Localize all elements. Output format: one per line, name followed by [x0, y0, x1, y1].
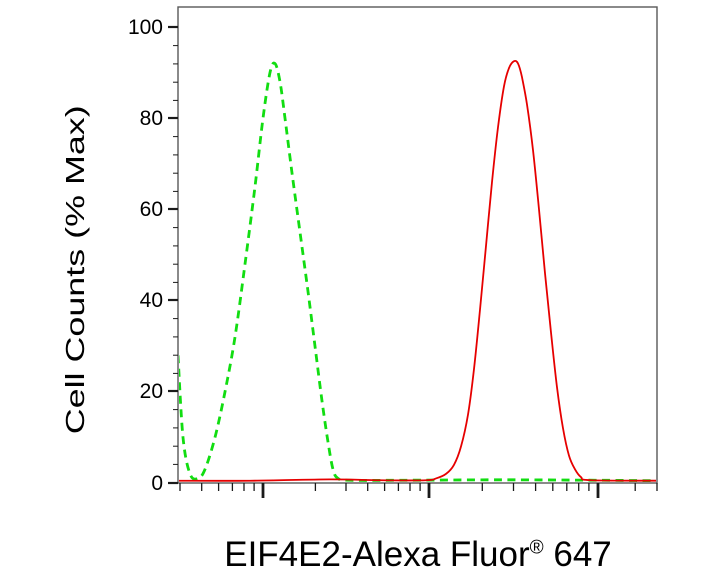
svg-text:60: 60 — [140, 198, 163, 221]
svg-text:100: 100 — [128, 16, 163, 39]
svg-text:40: 40 — [140, 289, 163, 312]
svg-text:80: 80 — [140, 107, 163, 130]
svg-text:20: 20 — [140, 380, 163, 403]
svg-text:0: 0 — [151, 472, 163, 495]
